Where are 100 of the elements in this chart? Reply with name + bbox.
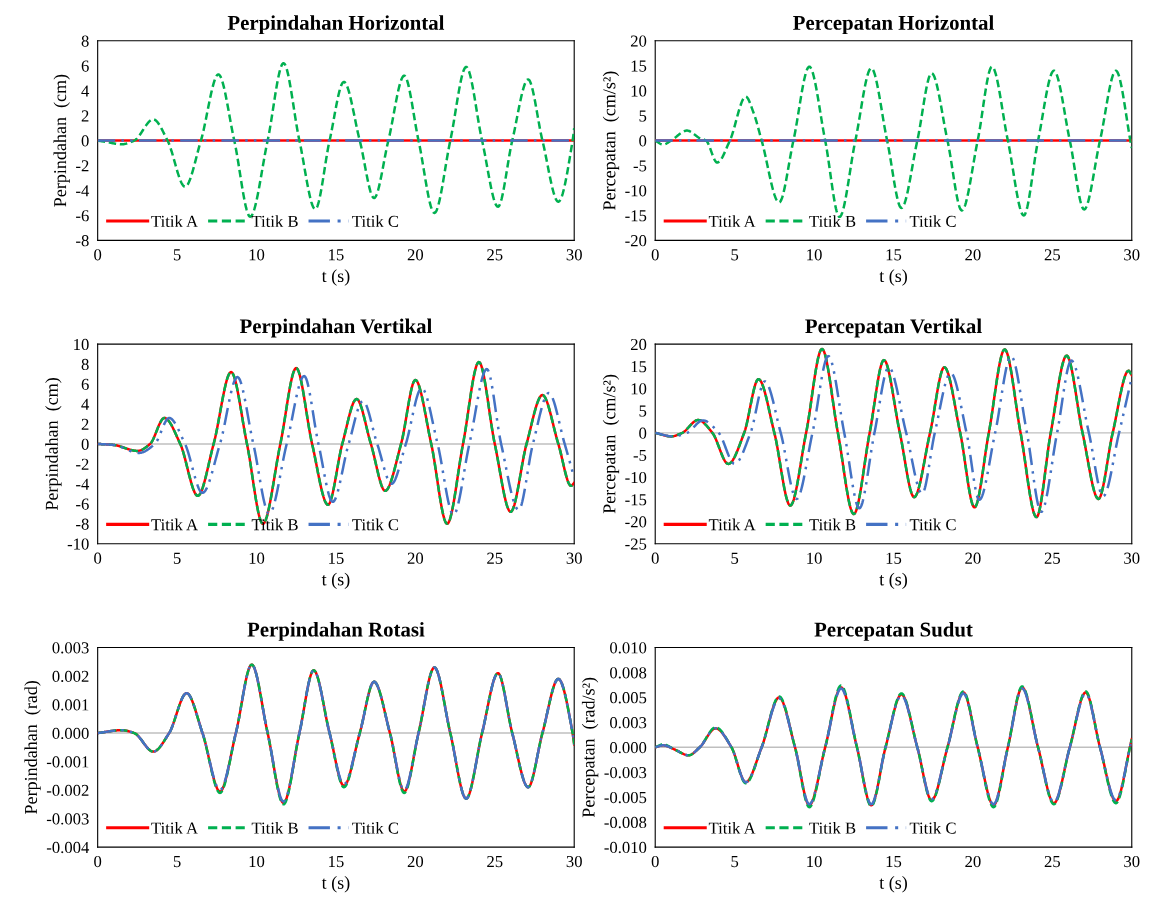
x-tick-label: 0 <box>651 855 659 868</box>
y-tick-label: -5 <box>633 449 647 461</box>
x-tick-label: 15 <box>886 552 902 564</box>
y-tick-label: 5 <box>639 110 647 122</box>
y-tick-label: 4 <box>81 85 90 97</box>
x-tick-label: 5 <box>731 856 739 868</box>
x-tick-label: 30 <box>1124 855 1140 868</box>
legend-label: Titik C <box>352 215 399 227</box>
y-tick-label: 0 <box>81 438 89 450</box>
legend-label: Titik C <box>909 215 956 227</box>
x-tick-label: 20 <box>965 249 981 261</box>
y-tick-label: -0.003 <box>604 766 647 779</box>
x-tick-label: 20 <box>407 552 424 564</box>
x-tick-label: 15 <box>886 856 902 868</box>
y-tick-label: 2 <box>81 110 89 122</box>
y-tick-label: 0.010 <box>610 642 647 654</box>
y-axis-title: Percepatan (cm/s²) <box>602 71 620 210</box>
y-tick-label: -10 <box>625 185 647 197</box>
legend-label: Titik B <box>251 822 298 834</box>
y-tick-label: -0.002 <box>46 784 89 797</box>
y-tick-label: -2 <box>76 160 89 172</box>
x-tick-label: 0 <box>651 249 659 261</box>
y-tick-label: -2 <box>76 458 89 470</box>
x-tick-label: 30 <box>1124 552 1140 564</box>
y-tick-label: 8 <box>81 35 89 47</box>
y-tick-label: 0.000 <box>610 742 647 754</box>
y-tick-label: -0.003 <box>46 813 89 825</box>
y-axis-title: Perpindahan (cm) <box>53 74 70 207</box>
x-tick-label: 25 <box>487 249 503 261</box>
chart-title: Perpindahan Rotasi <box>247 621 425 641</box>
y-tick-label: 20 <box>630 338 647 351</box>
legend-label: Titik A <box>151 518 198 531</box>
y-tick-label: -0.010 <box>604 841 647 854</box>
legend-label: Titik C <box>352 518 399 531</box>
y-tick-label: 0.002 <box>52 670 89 683</box>
x-tick-label: 25 <box>1044 249 1061 261</box>
y-tick-label: 0.003 <box>610 717 647 729</box>
x-tick-label: 0 <box>94 552 102 564</box>
legend-label: Titik A <box>151 215 198 227</box>
x-axis-title: t (s) <box>321 269 350 286</box>
x-tick-label: 15 <box>329 856 344 868</box>
x-tick-label: 20 <box>407 855 424 868</box>
x-tick-label: 5 <box>173 552 181 564</box>
chart-title: Percepatan Sudut <box>814 621 973 641</box>
legend-label: Titik C <box>909 518 956 531</box>
y-tick-label: 0.008 <box>610 667 647 679</box>
y-tick-label: 6 <box>81 60 89 72</box>
chart-title: Percepatan Horizontal <box>793 15 994 35</box>
y-tick-label: 15 <box>631 60 647 72</box>
y-tick-label: -4 <box>76 185 90 197</box>
y-axis-title: Perpindahan (rad) <box>24 680 41 814</box>
legend-label: Titik A <box>708 215 756 227</box>
x-tick-label: 20 <box>407 249 424 261</box>
y-tick-label: 0 <box>81 135 89 147</box>
x-tick-label: 30 <box>566 249 582 261</box>
x-tick-label: 10 <box>807 552 822 564</box>
x-tick-label: 10 <box>807 855 822 868</box>
legend-label: Titik C <box>352 822 399 834</box>
x-tick-label: 15 <box>329 552 344 564</box>
y-tick-label: -0.005 <box>604 791 647 804</box>
y-tick-label: 0.001 <box>52 699 89 711</box>
x-tick-label: 5 <box>173 249 181 261</box>
y-tick-label: -0.001 <box>46 756 89 768</box>
x-tick-label: 20 <box>965 552 981 564</box>
legend-label: Titik B <box>809 822 856 834</box>
legend-label: Titik B <box>251 215 298 227</box>
x-tick-label: 5 <box>731 249 739 261</box>
x-tick-label: 25 <box>1044 552 1061 564</box>
x-tick-label: 30 <box>566 552 582 564</box>
y-tick-label: -25 <box>625 538 647 550</box>
y-tick-label: -0.004 <box>46 841 90 854</box>
y-tick-label: -20 <box>625 516 647 528</box>
x-tick-label: 10 <box>249 249 265 261</box>
y-tick-label: -8 <box>76 518 89 530</box>
x-tick-label: 10 <box>807 249 822 261</box>
legend-label: Titik B <box>251 518 298 531</box>
y-tick-label: 2 <box>81 418 89 430</box>
y-tick-label: 10 <box>631 85 647 97</box>
x-tick-label: 25 <box>487 855 503 868</box>
chart-title: Percepatan Vertikal <box>805 318 982 338</box>
legend-label: Titik B <box>809 518 856 531</box>
x-axis-title: t (s) <box>321 876 350 893</box>
x-tick-label: 30 <box>566 855 582 868</box>
legend-label: Titik B <box>809 215 856 227</box>
y-tick-label: -20 <box>625 235 647 247</box>
x-tick-label: 25 <box>487 552 503 564</box>
y-tick-label: -10 <box>625 471 647 484</box>
y-tick-label: 20 <box>630 35 647 47</box>
y-tick-label: 10 <box>74 338 89 351</box>
y-tick-label: -10 <box>67 538 89 550</box>
y-tick-label: 0.000 <box>52 727 89 740</box>
y-tick-label: 15 <box>631 361 647 373</box>
y-tick-label: -15 <box>625 494 647 506</box>
y-axis-title: Perpindahan (cm) <box>45 378 62 511</box>
x-tick-label: 0 <box>94 249 102 261</box>
y-tick-label: 0 <box>639 135 647 147</box>
y-tick-label: 0 <box>639 427 647 439</box>
y-tick-label: -6 <box>76 498 89 510</box>
y-tick-label: 5 <box>639 405 647 417</box>
y-tick-label: 8 <box>81 358 89 371</box>
